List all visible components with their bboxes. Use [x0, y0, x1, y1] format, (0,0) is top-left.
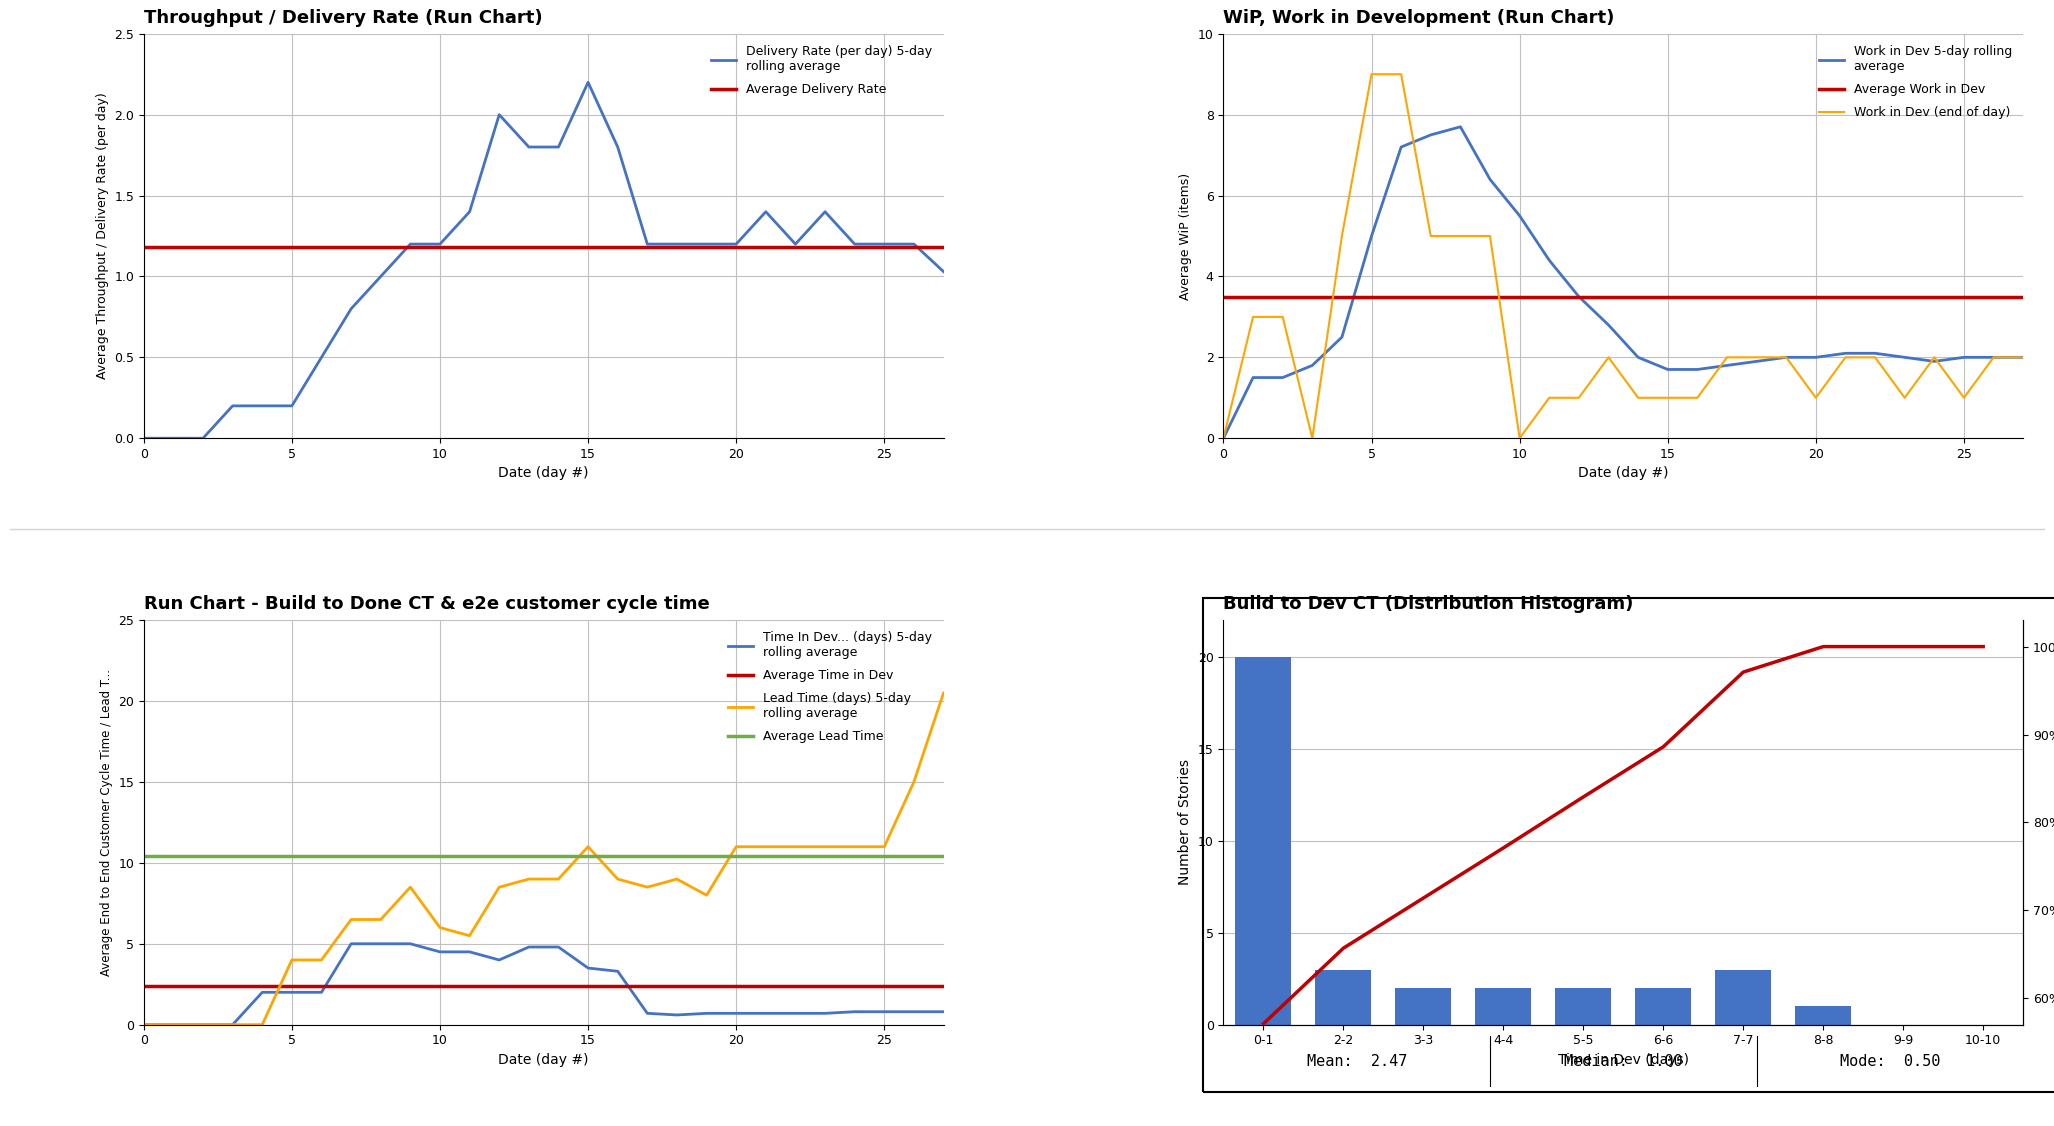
Bar — [1795, 1007, 1851, 1025]
Y-axis label: Average End to End Customer Cycle Time / Lead T...: Average End to End Customer Cycle Time /… — [101, 669, 113, 976]
Y-axis label: Average Throughput / Delivery Rate (per day): Average Throughput / Delivery Rate (per … — [94, 92, 109, 379]
Text: Median:  1.00: Median: 1.00 — [1563, 1054, 1682, 1069]
Y-axis label: Number of Stories: Number of Stories — [1179, 759, 1191, 885]
Legend: Time In Dev... (days) 5-day
rolling average, Average Time in Dev, Lead Time (day: Time In Dev... (days) 5-day rolling aver… — [723, 626, 937, 749]
Bar — [1555, 988, 1610, 1025]
Bar — [1635, 988, 1690, 1025]
Text: WiP, Work in Development (Run Chart): WiP, Work in Development (Run Chart) — [1224, 9, 1614, 27]
Bar — [1395, 988, 1452, 1025]
Bar — [1315, 969, 1372, 1025]
Y-axis label: Average WiP (items): Average WiP (items) — [1179, 172, 1191, 300]
X-axis label: Date (day #): Date (day #) — [499, 466, 589, 481]
Bar — [1475, 988, 1532, 1025]
X-axis label: Time in Dev (days): Time in Dev (days) — [1557, 1053, 1688, 1067]
Legend: Work in Dev 5-day rolling
average, Average Work in Dev, Work in Dev (end of day): Work in Dev 5-day rolling average, Avera… — [1814, 41, 2017, 124]
Text: Build to Dev CT (Distribution Histogram): Build to Dev CT (Distribution Histogram) — [1224, 596, 1633, 614]
Text: Mean:  2.47: Mean: 2.47 — [1306, 1054, 1407, 1069]
Bar — [1234, 656, 1292, 1025]
X-axis label: Date (day #): Date (day #) — [499, 1053, 589, 1067]
Text: Throughput / Delivery Rate (Run Chart): Throughput / Delivery Rate (Run Chart) — [144, 9, 542, 27]
Text: Mode:  0.50: Mode: 0.50 — [1840, 1054, 1941, 1069]
Text: Run Chart - Build to Done CT & e2e customer cycle time: Run Chart - Build to Done CT & e2e custo… — [144, 596, 709, 614]
X-axis label: Date (day #): Date (day #) — [1577, 466, 1668, 481]
Bar — [1715, 969, 1771, 1025]
Legend: Delivery Rate (per day) 5-day
rolling average, Average Delivery Rate: Delivery Rate (per day) 5-day rolling av… — [707, 41, 937, 101]
